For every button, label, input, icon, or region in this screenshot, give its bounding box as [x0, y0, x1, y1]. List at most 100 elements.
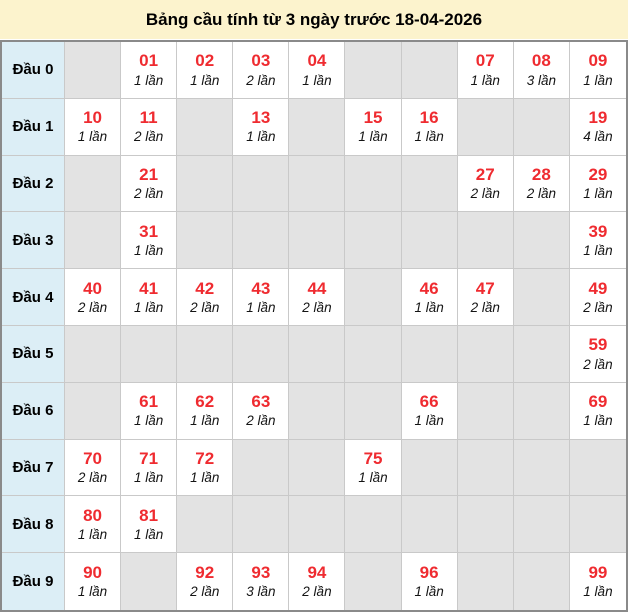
cell-count: 1 lần [134, 526, 164, 542]
cell-04: 04 1 lần [289, 42, 346, 99]
empty-cell [457, 98, 514, 156]
empty-cell [513, 553, 570, 610]
cell-70: 70 2 lần [65, 439, 122, 497]
empty-cell [177, 155, 234, 213]
empty-cell [513, 212, 570, 270]
empty-cell [233, 496, 290, 554]
cell-13: 13 1 lần [233, 98, 290, 156]
empty-cell [65, 382, 122, 440]
empty-cell [345, 42, 402, 99]
cell-count: 1 lần [470, 72, 500, 88]
cell-number: 92 [195, 563, 215, 583]
empty-cell [289, 439, 346, 497]
cell-count: 1 lần [414, 299, 444, 315]
table-title: Bảng cầu tính từ 3 ngày trước 18-04-2026 [0, 0, 628, 39]
cau-table: Đầu 0 01 1 lần 02 1 lần 03 2 lần 04 1 lần 07 1 lần… [0, 40, 628, 612]
empty-cell [121, 325, 178, 383]
empty-cell [289, 98, 346, 156]
empty-cell [233, 155, 290, 213]
cell-number: 69 [588, 392, 608, 412]
row-label: Đầu 8 [2, 496, 65, 554]
cell-count: 1 lần [358, 129, 388, 145]
cell-66: 66 1 lần [401, 382, 458, 440]
cell-count: 3 lần [526, 72, 556, 88]
cell-number: 44 [307, 278, 327, 298]
cell-number: 39 [588, 221, 608, 241]
cell-47: 47 2 lần [457, 269, 514, 326]
cell-number: 27 [475, 164, 495, 184]
cell-number: 28 [531, 164, 551, 184]
cell-99: 99 1 lần [569, 553, 626, 610]
cell-number: 16 [419, 108, 439, 128]
cell-count: 1 lần [414, 129, 444, 145]
empty-cell [233, 212, 290, 270]
cell-count: 3 lần [246, 584, 276, 600]
cell-number: 01 [139, 51, 159, 71]
cell-count: 2 lần [583, 356, 613, 372]
cell-count: 1 lần [134, 470, 164, 486]
cell-31: 31 1 lần [121, 212, 178, 270]
cell-count: 2 lần [583, 299, 613, 315]
cell-number: 70 [83, 448, 102, 468]
cell-number: 21 [139, 164, 159, 184]
empty-cell [513, 496, 570, 554]
cell-count: 1 lần [246, 299, 276, 315]
cell-21: 21 2 lần [121, 155, 178, 213]
row-label: Đầu 4 [2, 269, 65, 326]
cell-number: 66 [419, 392, 439, 412]
cell-count: 2 lần [302, 299, 332, 315]
cell-number: 02 [195, 51, 215, 71]
cell-count: 1 lần [190, 72, 220, 88]
empty-cell [513, 98, 570, 156]
row-label: Đầu 2 [2, 155, 65, 213]
cell-number: 19 [588, 108, 608, 128]
empty-cell [121, 553, 178, 610]
cell-27: 27 2 lần [457, 155, 514, 213]
empty-cell [513, 269, 570, 326]
cell-count: 2 lần [302, 584, 332, 600]
cell-number: 11 [139, 108, 158, 128]
empty-cell [177, 325, 234, 383]
cell-16: 16 1 lần [401, 98, 458, 156]
cell-03: 03 2 lần [233, 42, 290, 99]
empty-cell [457, 553, 514, 610]
empty-cell [233, 325, 290, 383]
empty-cell [345, 325, 402, 383]
empty-cell [401, 439, 458, 497]
cell-07: 07 1 lần [457, 42, 514, 99]
empty-cell [401, 42, 458, 99]
table-title-text: Bảng cầu tính từ 3 ngày trước 18-04-2026 [145, 9, 483, 29]
cell-49: 49 2 lần [569, 269, 626, 326]
cell-75: 75 1 lần [345, 439, 402, 497]
row-label: Đầu 6 [2, 382, 65, 440]
empty-cell [65, 212, 122, 270]
cell-count: 1 lần [358, 470, 388, 486]
cell-count: 1 lần [77, 584, 108, 600]
empty-cell [345, 553, 402, 610]
cell-count: 1 lần [77, 129, 108, 145]
empty-cell [513, 382, 570, 440]
cell-number: 15 [363, 108, 383, 128]
cell-count: 2 lần [526, 186, 556, 202]
cell-43: 43 1 lần [233, 269, 290, 326]
cell-number: 08 [531, 51, 551, 71]
cell-count: 1 lần [190, 413, 220, 429]
cell-number: 47 [475, 278, 495, 298]
cell-number: 42 [195, 278, 215, 298]
cell-02: 02 1 lần [177, 42, 234, 99]
cell-number: 09 [588, 51, 608, 71]
row-label: Đầu 3 [2, 212, 65, 270]
cell-28: 28 2 lần [513, 155, 570, 213]
empty-cell [289, 212, 346, 270]
cell-count: 1 lần [190, 470, 220, 486]
cell-39: 39 1 lần [569, 212, 626, 270]
cell-number: 96 [419, 563, 439, 583]
row-label: Đầu 7 [2, 439, 65, 497]
empty-cell [401, 212, 458, 270]
cell-count: 1 lần [583, 413, 613, 429]
cell-19: 19 4 lần [569, 98, 626, 156]
cell-count: 2 lần [77, 299, 108, 315]
cell-59: 59 2 lần [569, 325, 626, 383]
cell-number: 41 [139, 278, 159, 298]
cell-08: 08 3 lần [513, 42, 570, 99]
